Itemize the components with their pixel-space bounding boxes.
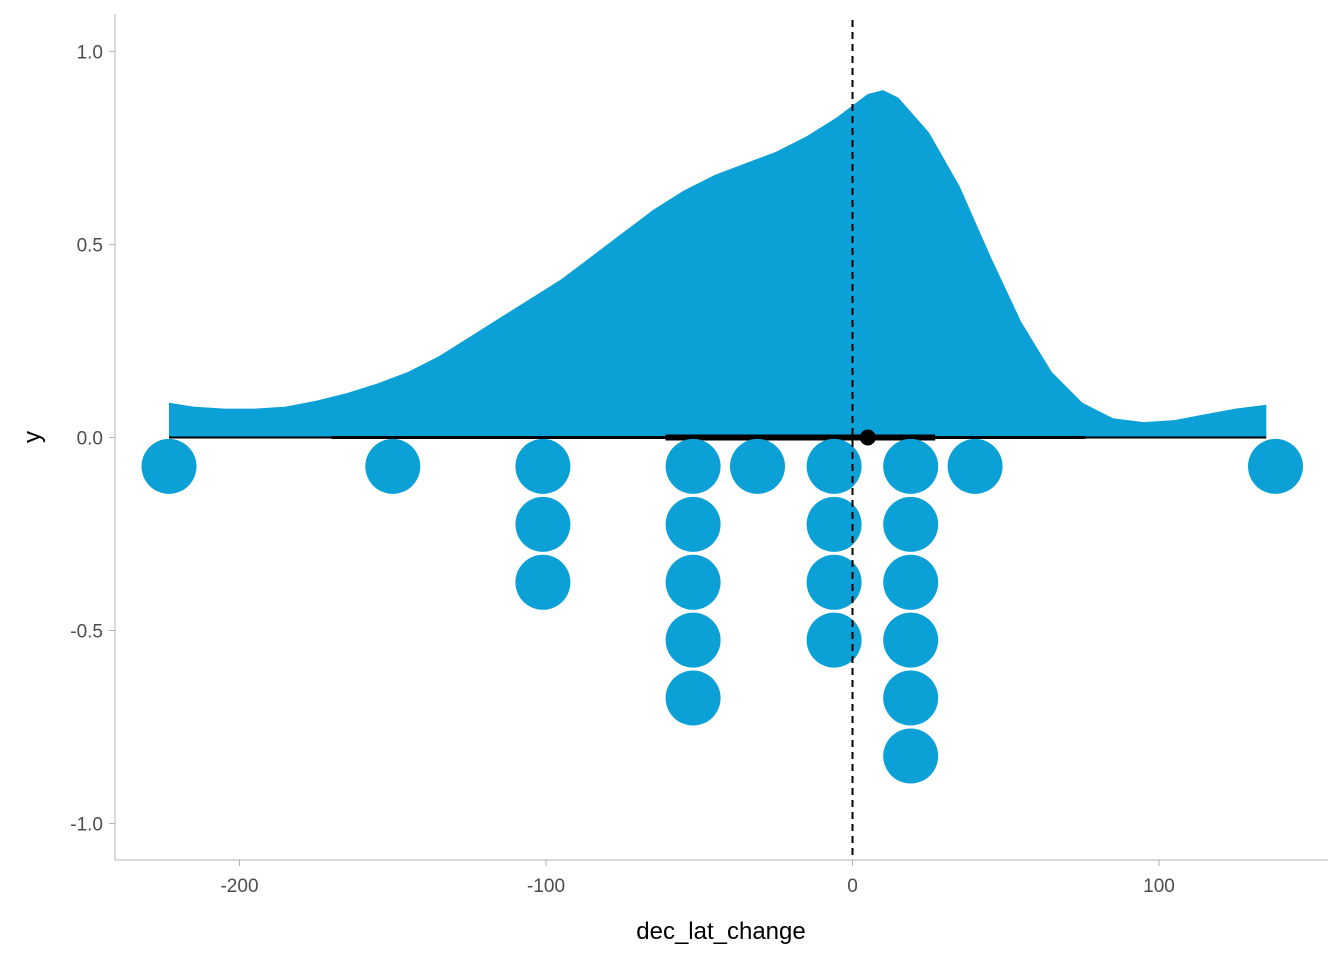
point-estimate xyxy=(859,429,876,446)
dot xyxy=(883,438,939,494)
dot xyxy=(665,670,721,726)
dot xyxy=(883,496,939,552)
x-ticks: -200 -100 0 100 xyxy=(220,860,1175,897)
y-ticks: -1.0 -0.5 0.0 0.5 1.0 xyxy=(70,43,115,836)
dot xyxy=(883,554,939,610)
x-axis-title: dec_lat_change xyxy=(636,918,805,945)
dot xyxy=(806,438,862,494)
dot xyxy=(665,554,721,610)
dots-layer xyxy=(141,438,1303,784)
x-tick-label: 100 xyxy=(1143,876,1175,897)
x-tick-label: -100 xyxy=(527,876,565,897)
y-tick-label: -1.0 xyxy=(70,815,103,836)
dot xyxy=(883,728,939,784)
dot xyxy=(806,612,862,668)
dot xyxy=(665,612,721,668)
dot xyxy=(806,554,862,610)
dot xyxy=(883,670,939,726)
y-tick-label: 0.0 xyxy=(77,429,103,450)
x-tick-label: 0 xyxy=(847,876,858,897)
y-tick-label: -0.5 xyxy=(70,622,103,643)
dot xyxy=(947,438,1003,494)
intervals-layer xyxy=(169,429,1267,446)
dot xyxy=(665,496,721,552)
dot xyxy=(883,612,939,668)
density-area xyxy=(169,90,1267,438)
dot xyxy=(141,438,197,494)
dot xyxy=(806,496,862,552)
x-tick-label: -200 xyxy=(220,876,258,897)
dot xyxy=(515,554,571,610)
dot xyxy=(1248,438,1303,494)
dot xyxy=(515,496,571,552)
dot xyxy=(515,438,571,494)
dot xyxy=(665,438,721,494)
dot xyxy=(730,438,785,494)
dot xyxy=(365,438,421,494)
y-tick-label: 1.0 xyxy=(77,43,103,64)
y-tick-label: 0.5 xyxy=(77,236,103,257)
y-axis-title: y xyxy=(19,431,46,443)
density-layer xyxy=(169,90,1267,438)
